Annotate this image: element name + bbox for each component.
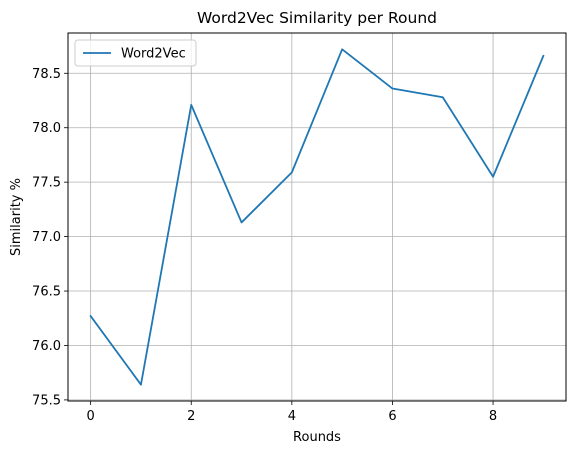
- grid-lines: [68, 33, 566, 401]
- legend-box: [74, 39, 197, 67]
- y-tick-label: 75.5: [32, 393, 61, 408]
- x-tick-label: 2: [187, 409, 195, 424]
- y-tick-label: 76.5: [32, 285, 61, 300]
- y-tick-label: 76.0: [32, 339, 61, 354]
- series-layer: [89, 48, 545, 386]
- x-tick-label: 8: [489, 409, 497, 424]
- legend-label-word2vec: Word2Vec: [121, 47, 186, 62]
- x-tick-label: 4: [288, 409, 296, 424]
- y-tick-label: 78.5: [32, 67, 61, 82]
- y-tick-label: 77.5: [32, 176, 61, 191]
- series-line-word2vec: [89, 48, 545, 386]
- x-tick-label: 6: [388, 409, 396, 424]
- y-tick-label: 77.0: [32, 230, 61, 245]
- chart-title: Word2Vec Similarity per Round: [197, 9, 437, 27]
- y-axis-label: Similarity %: [9, 178, 24, 256]
- plot-area-frame: [67, 32, 567, 402]
- y-tick-label: 78.0: [32, 121, 61, 136]
- legend: Word2Vec: [74, 39, 197, 67]
- x-axis-label: Rounds: [293, 430, 341, 445]
- x-axis-ticks: 0 2 4 6 8: [86, 401, 497, 424]
- y-axis-ticks: 75.5 76.0 76.5 77.0 77.5 78.0 78.5: [32, 67, 68, 408]
- x-tick-label: 0: [86, 409, 94, 424]
